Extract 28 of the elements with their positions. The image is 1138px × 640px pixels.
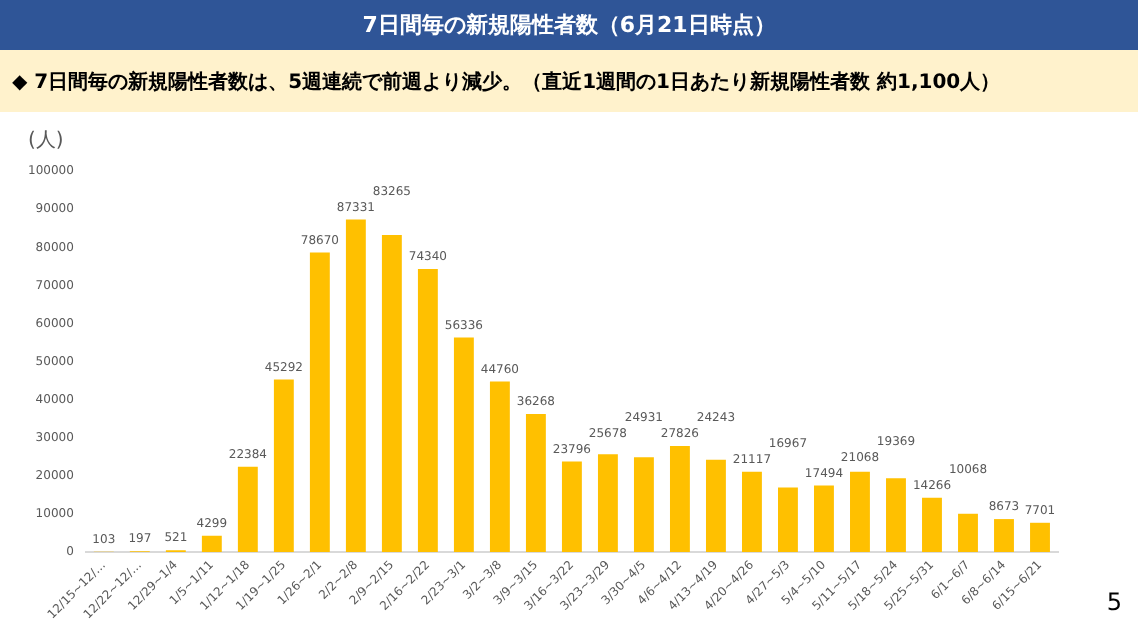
bar [453, 337, 474, 553]
bar [994, 519, 1014, 553]
bar [273, 379, 294, 553]
bar [201, 535, 222, 553]
bar [309, 252, 330, 553]
chart-title: 7日間毎の新規陽性者数（6月21日時点） [0, 0, 1138, 50]
bar [633, 457, 654, 553]
bar [597, 454, 618, 553]
bar [814, 485, 834, 553]
y-axis-title: (人) [28, 128, 64, 154]
bar [489, 381, 510, 553]
bar [237, 466, 258, 553]
bar [958, 513, 978, 553]
bar [850, 471, 870, 553]
text: 5 [1106, 588, 1122, 616]
bar [741, 471, 762, 553]
bar [417, 268, 438, 553]
bar [381, 234, 402, 553]
bar [886, 478, 906, 553]
bar [922, 497, 942, 553]
bar [778, 487, 798, 553]
bar [705, 459, 726, 553]
chart-subtitle: ◆ 7日間毎の新規陽性者数は、5週連続で前週より減少。（直近1週間の1日あたり新規陽性者数 約1,100人） [0, 50, 1138, 112]
bar [345, 219, 366, 553]
bar [669, 446, 690, 553]
bar [561, 461, 582, 553]
bar [525, 413, 546, 553]
bar [1030, 522, 1050, 553]
